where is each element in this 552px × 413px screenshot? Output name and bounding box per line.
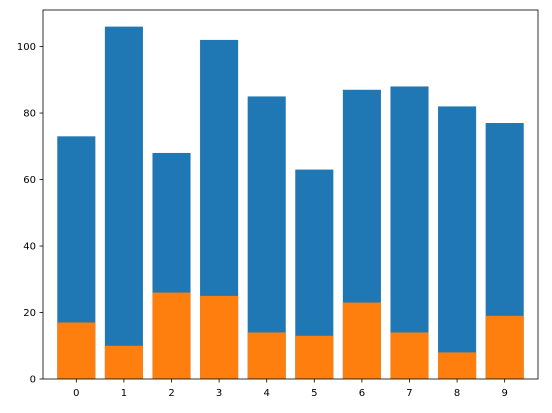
bar-series-1-cat-8: [438, 352, 477, 379]
x-tick-label-3: 3: [216, 388, 222, 399]
bar-series-0-cat-1: [104, 26, 143, 380]
x-tick-label-4: 4: [264, 388, 270, 399]
bar-series-1-cat-1: [104, 345, 143, 379]
x-tick-label-9: 9: [501, 388, 507, 399]
y-tick-label-80: 80: [23, 109, 36, 120]
bar-series-1-cat-5: [295, 335, 334, 379]
y-tick-label-40: 40: [23, 242, 36, 253]
bar-series-1-cat-9: [485, 315, 524, 379]
bar-series-0-cat-8: [438, 106, 477, 380]
bar-series-1-cat-3: [200, 295, 239, 379]
axes-layer: 0 1 2 3 4 5 6 7 8 9 0 20 40 60 80 100: [17, 9, 539, 399]
bar-series-0-cat-4: [247, 96, 286, 379]
bar-series-1-cat-4: [247, 332, 286, 379]
x-tick-label-0: 0: [73, 388, 79, 399]
bar-series-1-cat-6: [342, 302, 381, 379]
x-tick-label-6: 6: [359, 388, 365, 399]
bar-series-0-cat-7: [390, 86, 429, 379]
bars-layer: [57, 26, 524, 380]
y-tick-label-0: 0: [30, 375, 36, 386]
x-tick-label-2: 2: [168, 388, 174, 399]
x-tick-label-1: 1: [121, 388, 127, 399]
plot-frame: [42, 9, 539, 380]
y-tick-label-100: 100: [17, 42, 36, 53]
y-tick-label-60: 60: [23, 175, 36, 186]
x-tick-label-7: 7: [406, 388, 412, 399]
y-tick-label-20: 20: [23, 308, 36, 319]
bar-series-1-cat-2: [152, 292, 191, 379]
x-tick-label-5: 5: [311, 388, 317, 399]
bar-series-1-cat-7: [390, 332, 429, 379]
bar-series-1-cat-0: [57, 322, 96, 379]
x-tick-label-8: 8: [454, 388, 460, 399]
